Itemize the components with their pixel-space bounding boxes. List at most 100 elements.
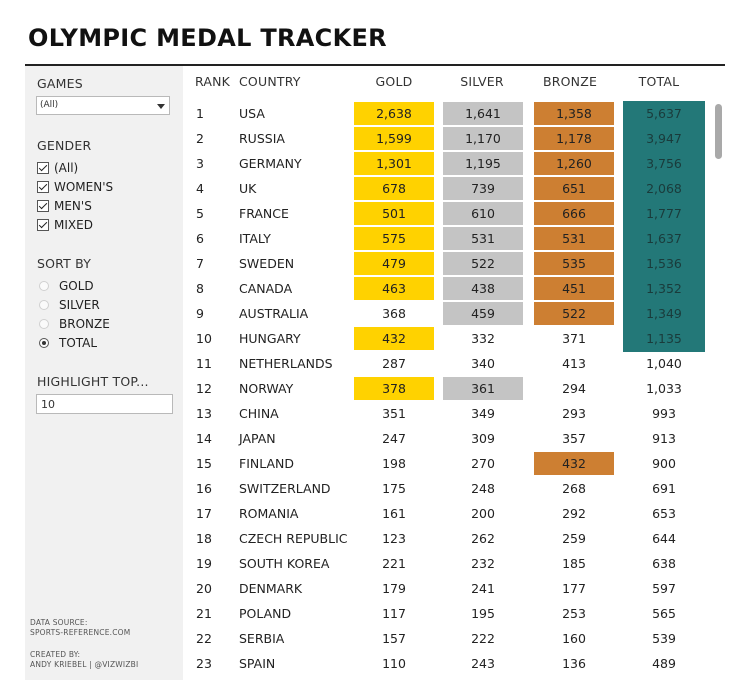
highlight-label: HIGHLIGHT TOP... [37,374,149,389]
bronze-cell: 432 [562,456,586,471]
total-cell: 1,777 [646,206,682,221]
silver-cell: 349 [471,406,495,421]
table-row[interactable]: 19 SOUTH KOREA 221 232 185 638 [0,551,720,576]
table-row[interactable]: 7 SWEDEN 479 522 535 1,536 [0,251,720,276]
silver-cell: 459 [471,306,495,321]
gold-cell: 501 [382,206,406,221]
bronze-highlight-cell [534,202,614,225]
table-row[interactable]: 12 NORWAY 378 361 294 1,033 [0,376,720,401]
gender-option-label: WOMEN'S [54,179,114,194]
games-dropdown-value: (All) [40,100,59,110]
sort-radio-bronze[interactable]: BRONZE [39,315,110,332]
rank-cell: 21 [196,606,212,621]
table-row[interactable]: 22 SERBIA 157 222 160 539 [0,626,720,651]
table-row[interactable]: 9 AUSTRALIA 368 459 522 1,349 [0,301,720,326]
country-cell: CZECH REPUBLIC [239,531,348,546]
table-row[interactable]: 6 ITALY 575 531 531 1,637 [0,226,720,251]
total-cell: 993 [652,406,676,421]
table-row[interactable]: 16 SWITZERLAND 175 248 268 691 [0,476,720,501]
total-cell: 1,040 [646,356,682,371]
checkbox-checked-icon [37,161,49,174]
total-cell: 597 [652,581,676,596]
gold-cell: 161 [382,506,406,521]
gold-cell: 110 [382,656,406,671]
highlight-top-input[interactable] [36,394,173,414]
rank-cell: 3 [196,156,204,171]
table-row[interactable]: 21 POLAND 117 195 253 565 [0,601,720,626]
data-source-link[interactable]: SPORTS-REFERENCE.COM [30,628,131,637]
gender-option-label: (All) [54,160,79,175]
sort-radio-silver[interactable]: SILVER [39,296,100,313]
gold-cell: 1,301 [376,156,412,171]
table-row[interactable]: 18 CZECH REPUBLIC 123 262 259 644 [0,526,720,551]
country-cell: NORWAY [239,381,294,396]
total-cell: 644 [652,531,676,546]
table-row[interactable]: 4 UK 678 739 651 2,068 [0,176,720,201]
bronze-cell: 292 [562,506,586,521]
sort-option-label: TOTAL [59,335,98,350]
table-row[interactable]: 23 SPAIN 110 243 136 489 [0,651,720,676]
gold-cell: 157 [382,631,406,646]
radio-unselected-icon [39,318,49,329]
gold-highlight-cell [354,252,434,275]
table-row[interactable]: 8 CANADA 463 438 451 1,352 [0,276,720,301]
silver-cell: 270 [471,456,495,471]
games-dropdown[interactable]: (All) [36,96,170,115]
table-row[interactable]: 5 FRANCE 501 610 666 1,777 [0,201,720,226]
table-row[interactable]: 17 ROMANIA 161 200 292 653 [0,501,720,526]
country-cell: UK [239,181,257,196]
country-cell: ITALY [239,231,271,246]
gold-cell: 368 [382,306,406,321]
silver-cell: 200 [471,506,495,521]
bronze-highlight-cell [534,252,614,275]
gold-cell: 378 [382,381,406,396]
gender-checkbox-all[interactable]: (All) [37,159,78,176]
gold-cell: 2,638 [376,106,412,121]
table-row[interactable]: 10 HUNGARY 432 332 371 1,135 [0,326,720,351]
bronze-cell: 535 [562,256,586,271]
silver-cell: 248 [471,481,495,496]
country-cell: RUSSIA [239,131,285,146]
silver-cell: 309 [471,431,495,446]
gold-cell: 247 [382,431,406,446]
silver-highlight-cell [443,202,523,225]
table-row[interactable]: 20 DENMARK 179 241 177 597 [0,576,720,601]
country-cell: USA [239,106,265,121]
rank-cell: 4 [196,181,204,196]
gold-cell: 287 [382,356,406,371]
table-row[interactable]: 15 FINLAND 198 270 432 900 [0,451,720,476]
gold-cell: 351 [382,406,406,421]
bronze-highlight-cell [534,302,614,325]
gold-cell: 179 [382,581,406,596]
gold-cell: 463 [382,281,406,296]
rank-cell: 11 [196,356,212,371]
total-highlight-band [623,101,705,352]
table-row[interactable]: 11 NETHERLANDS 287 340 413 1,040 [0,351,720,376]
sort-radio-gold[interactable]: GOLD [39,277,94,294]
table-row[interactable]: 14 JAPAN 247 309 357 913 [0,426,720,451]
country-cell: SOUTH KOREA [239,556,330,571]
bronze-cell: 413 [562,356,586,371]
country-cell: SWITZERLAND [239,481,331,496]
gender-checkbox-womens[interactable]: WOMEN'S [37,178,113,195]
table-row[interactable]: 13 CHINA 351 349 293 993 [0,401,720,426]
gold-cell: 198 [382,456,406,471]
gold-highlight-cell [354,327,434,350]
table-row[interactable]: 3 GERMANY 1,301 1,195 1,260 3,756 [0,151,720,176]
scrollbar-thumb[interactable] [715,104,722,159]
gender-checkbox-mixed[interactable]: MIXED [37,216,93,233]
scrollbar-track[interactable] [712,100,722,680]
silver-cell: 243 [471,656,495,671]
silver-cell: 241 [471,581,495,596]
silver-cell: 361 [471,381,495,396]
gender-checkbox-mens[interactable]: MEN'S [37,197,92,214]
sort-radio-total[interactable]: TOTAL [39,334,97,351]
table-row[interactable]: 2 RUSSIA 1,599 1,170 1,178 3,947 [0,126,720,151]
total-cell: 3,947 [646,131,682,146]
silver-cell: 1,170 [465,131,501,146]
gold-cell: 432 [382,331,406,346]
silver-cell: 531 [471,231,495,246]
rank-cell: 16 [196,481,212,496]
checkbox-checked-icon [37,199,49,212]
table-row[interactable]: 1 USA 2,638 1,641 1,358 5,637 [0,101,720,126]
